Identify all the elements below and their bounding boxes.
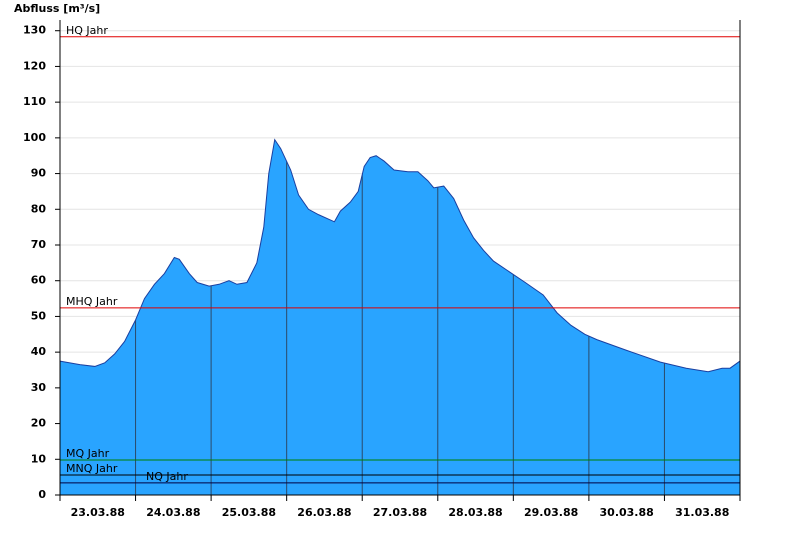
y-tick-label: 50 — [31, 309, 47, 322]
y-tick-label: 70 — [31, 238, 47, 251]
y-tick-label: 80 — [31, 202, 47, 215]
reference-label: NQ Jahr — [146, 470, 188, 483]
x-tick-label: 24.03.88 — [146, 506, 200, 519]
x-tick-label: 29.03.88 — [524, 506, 578, 519]
reference-label: MNQ Jahr — [66, 462, 118, 475]
y-tick-label: 30 — [31, 381, 47, 394]
x-tick-label: 26.03.88 — [297, 506, 351, 519]
y-tick-label: 100 — [23, 131, 46, 144]
y-tick-label: 90 — [31, 167, 47, 180]
area — [60, 139, 740, 495]
area-outline — [59, 138, 741, 373]
x-tick-label: 28.03.88 — [448, 506, 502, 519]
x-tick-label: 30.03.88 — [600, 506, 654, 519]
y-tick-label: 60 — [31, 274, 47, 287]
reference-label: HQ Jahr — [66, 24, 108, 37]
x-tick-label: 23.03.88 — [71, 506, 125, 519]
x-tick-label: 25.03.88 — [222, 506, 276, 519]
y-axis-title: Abfluss [m³/s] — [14, 2, 100, 15]
x-tick-label: 27.03.88 — [373, 506, 427, 519]
y-tick-label: 20 — [31, 417, 47, 430]
y-tick-label: 110 — [23, 95, 46, 108]
y-tick-label: 40 — [31, 345, 47, 358]
y-tick-label: 120 — [23, 59, 46, 72]
y-tick-label: 0 — [38, 488, 46, 501]
y-tick-label: 10 — [31, 452, 47, 465]
x-tick-label: 31.03.88 — [675, 506, 729, 519]
reference-label: MHQ Jahr — [66, 295, 118, 308]
reference-label: MQ Jahr — [66, 447, 110, 460]
y-tick-label: 130 — [23, 24, 46, 37]
